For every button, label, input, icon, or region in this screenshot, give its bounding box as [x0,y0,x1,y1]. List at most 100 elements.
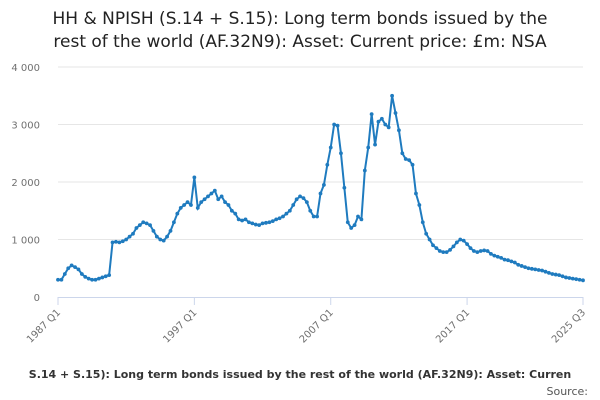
data-point[interactable] [178,205,183,210]
data-point[interactable] [151,228,156,233]
data-point[interactable] [250,221,255,226]
data-point[interactable] [570,276,575,281]
data-point[interactable] [158,237,163,242]
data-point[interactable] [519,264,524,268]
data-point[interactable] [475,250,480,255]
data-point[interactable] [523,265,527,269]
data-point[interactable] [66,266,71,271]
data-point[interactable] [308,208,313,213]
data-point[interactable] [482,248,487,253]
data-point[interactable] [141,220,146,225]
data-point[interactable] [110,240,115,245]
data-point[interactable] [154,234,159,239]
data-point[interactable] [257,223,262,228]
data-point[interactable] [165,234,169,239]
data-point[interactable] [516,262,521,267]
data-point[interactable] [339,151,343,156]
data-point[interactable] [287,208,292,213]
data-point[interactable] [403,157,408,161]
data-point[interactable] [366,145,371,150]
data-point[interactable] [414,191,418,196]
data-point[interactable] [199,200,204,205]
data-point[interactable] [216,197,221,202]
data-point[interactable] [543,269,548,274]
data-point[interactable] [134,226,139,230]
data-point[interactable] [342,185,347,190]
data-point[interactable] [107,273,112,278]
data-point[interactable] [301,196,306,201]
data-point[interactable] [59,277,64,282]
data-point[interactable] [550,272,555,276]
data-point[interactable] [253,222,258,227]
data-point[interactable] [509,259,514,264]
data-point[interactable] [434,246,439,251]
data-point[interactable] [270,219,275,224]
data-point[interactable] [451,244,456,249]
data-point[interactable] [458,237,463,242]
data-point[interactable] [431,243,435,248]
data-point[interactable] [284,211,289,216]
data-point[interactable] [356,214,360,219]
data-point[interactable] [76,267,81,272]
data-point[interactable] [581,278,585,283]
data-point[interactable] [407,158,412,163]
data-point[interactable] [120,239,125,244]
data-point[interactable] [298,194,302,199]
data-point[interactable] [427,237,432,242]
data-point[interactable] [369,112,374,117]
data-point[interactable] [202,197,207,202]
data-point[interactable] [229,208,234,213]
data-point[interactable] [318,191,323,196]
data-point[interactable] [90,277,94,282]
data-point[interactable] [212,188,217,193]
data-point[interactable] [56,277,60,282]
data-point[interactable] [267,220,272,225]
data-point[interactable] [315,214,319,219]
data-point[interactable] [536,268,541,272]
data-point[interactable] [322,182,326,187]
data-point[interactable] [274,217,279,222]
data-point[interactable] [529,266,534,271]
data-point[interactable] [335,123,340,128]
data-point[interactable] [574,277,579,282]
data-point[interactable] [540,268,544,273]
data-point[interactable] [236,217,241,222]
data-point[interactable] [175,211,180,216]
data-point[interactable] [277,216,282,221]
data-point[interactable] [465,242,469,247]
data-point[interactable] [345,220,350,225]
data-point[interactable] [172,220,176,225]
data-point[interactable] [168,228,173,233]
data-point[interactable] [83,274,88,279]
data-point[interactable] [495,254,500,259]
data-point[interactable] [349,226,354,230]
data-point[interactable] [400,151,405,156]
data-point[interactable] [148,223,152,228]
data-point[interactable] [437,249,442,253]
data-point[interactable] [206,194,210,199]
data-point[interactable] [472,249,476,253]
data-point[interactable] [564,275,568,280]
data-point[interactable] [219,194,224,199]
data-point[interactable] [560,274,565,279]
data-point[interactable] [189,203,193,207]
data-point[interactable] [410,162,415,167]
data-point[interactable] [260,221,265,226]
data-point[interactable] [73,265,77,269]
data-point[interactable] [226,203,231,207]
data-point[interactable] [454,240,459,245]
data-point[interactable] [243,217,248,222]
data-point[interactable] [352,223,357,228]
data-point[interactable] [489,251,493,256]
data-point[interactable] [502,257,507,262]
data-point[interactable] [420,220,425,225]
data-point[interactable] [86,276,91,281]
data-point[interactable] [441,250,446,255]
data-point[interactable] [328,145,333,150]
data-point[interactable] [103,274,108,279]
data-point[interactable] [69,263,74,268]
data-point[interactable] [62,272,67,276]
data-point[interactable] [485,249,490,253]
data-point[interactable] [373,142,377,147]
data-point[interactable] [567,276,572,280]
